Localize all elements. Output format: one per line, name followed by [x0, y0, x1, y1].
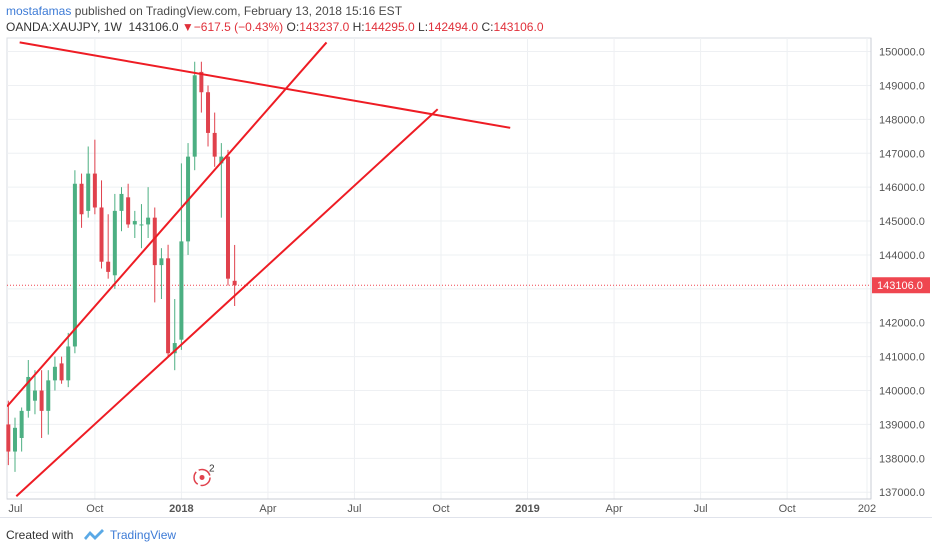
- last-price-tag: [872, 277, 930, 294]
- open-label: O:: [286, 20, 300, 34]
- y-tick-label: 150000.0: [879, 47, 925, 59]
- candle-body[interactable]: [159, 258, 164, 266]
- candle-body[interactable]: [172, 343, 177, 354]
- y-tick-label: 147000.0: [879, 148, 925, 160]
- y-tick-label: 142000.0: [879, 318, 925, 330]
- candle-body[interactable]: [99, 207, 104, 262]
- price-change: −617.5 (−0.43%): [193, 20, 284, 34]
- annotation-count: 2: [209, 463, 215, 474]
- candle-body[interactable]: [219, 156, 224, 164]
- tradingview-logo-icon[interactable]: [82, 526, 106, 542]
- candle-body[interactable]: [12, 427, 17, 452]
- candle-body[interactable]: [39, 390, 44, 411]
- trendline[interactable]: [15, 108, 439, 498]
- high-value: 144295.0: [364, 20, 415, 34]
- candle-body[interactable]: [79, 183, 84, 215]
- high-label: H:: [352, 20, 365, 34]
- author-link[interactable]: mostafamas: [6, 4, 72, 18]
- down-arrow-icon: ▼: [181, 20, 194, 34]
- x-tick-label: Oct: [86, 503, 103, 515]
- last-price: 143106.0: [128, 20, 179, 34]
- y-tick-label: 141000.0: [879, 352, 925, 364]
- y-tick-label: 146000.0: [879, 182, 925, 194]
- y-tick-label: 140000.0: [879, 386, 925, 398]
- candle-body[interactable]: [139, 224, 144, 226]
- candle-body[interactable]: [192, 75, 197, 157]
- x-tick-label: Jul: [8, 503, 22, 515]
- footer: Created with TradingView: [0, 517, 932, 551]
- candle-body[interactable]: [46, 380, 51, 411]
- x-tick-label: Oct: [779, 503, 796, 515]
- candle-body[interactable]: [112, 210, 117, 276]
- candle-body[interactable]: [86, 173, 91, 211]
- candle-body[interactable]: [19, 410, 24, 438]
- candle-body[interactable]: [119, 193, 124, 211]
- candle-body[interactable]: [152, 217, 157, 266]
- candle-body[interactable]: [32, 390, 37, 401]
- ohlc-line: OANDA:XAUJPY, 1W 143106.0 ▼−617.5 (−0.43…: [6, 20, 544, 34]
- tradingview-brand[interactable]: TradingView: [110, 528, 177, 542]
- plot-area[interactable]: [6, 37, 872, 500]
- y-tick-label: 144000.0: [879, 250, 925, 262]
- trendline[interactable]: [7, 41, 328, 408]
- candle-body[interactable]: [106, 261, 111, 272]
- trendline[interactable]: [19, 41, 511, 129]
- created-with-text: Created with: [6, 528, 74, 542]
- x-tick-label: Oct: [432, 503, 449, 515]
- x-tick-label: 2019: [515, 503, 539, 515]
- x-tick-label: Jul: [694, 503, 708, 515]
- candle-body[interactable]: [26, 376, 31, 411]
- price-chart[interactable]: 137000.0 138000.0 139000.0 140000.0 141000.0…: [0, 0, 932, 517]
- candle-body[interactable]: [199, 71, 204, 93]
- y-tick-label: 148000.0: [879, 114, 925, 126]
- candle-body[interactable]: [166, 258, 171, 354]
- y-tick-label: 149000.0: [879, 80, 925, 92]
- candle-body[interactable]: [126, 197, 131, 225]
- last-price-tag-label: 143106.0: [877, 280, 923, 292]
- x-tick-label: 2018: [169, 503, 193, 515]
- x-tick-label: Apr: [259, 503, 276, 515]
- publish-line: mostafamas published on TradingView.com,…: [6, 4, 402, 18]
- chart-header: mostafamas published on TradingView.com,…: [0, 0, 932, 38]
- close-label: C:: [481, 20, 494, 34]
- x-tick-label: Jul: [347, 503, 361, 515]
- candle-body[interactable]: [146, 217, 151, 225]
- candle-body[interactable]: [72, 183, 77, 347]
- published-text: published on TradingView.com, February 1…: [74, 4, 403, 18]
- symbol-interval: OANDA:XAUJPY, 1W: [6, 20, 122, 34]
- candle-body[interactable]: [66, 346, 71, 381]
- candle-body[interactable]: [232, 280, 237, 286]
- x-tick-label: Apr: [606, 503, 623, 515]
- candle-body[interactable]: [52, 366, 57, 381]
- y-tick-label: 137000.0: [879, 487, 925, 499]
- close-value: 143106.0: [493, 20, 544, 34]
- annotation-target-icon[interactable]: [193, 468, 211, 487]
- x-tick-label: 202: [858, 503, 876, 515]
- low-label: L:: [418, 20, 429, 34]
- candle-body[interactable]: [59, 363, 64, 381]
- candle-body[interactable]: [132, 221, 137, 225]
- annotation-dot: [199, 474, 205, 480]
- candle-body[interactable]: [212, 132, 217, 157]
- candle-body[interactable]: [92, 173, 97, 208]
- candle-body[interactable]: [225, 156, 230, 279]
- candle-body[interactable]: [6, 424, 11, 452]
- y-tick-label: 139000.0: [879, 419, 925, 431]
- candle-body[interactable]: [206, 92, 211, 133]
- low-value: 142494.0: [428, 20, 479, 34]
- y-tick-label: 145000.0: [879, 216, 925, 228]
- candle-body[interactable]: [179, 241, 184, 340]
- y-tick-label: 138000.0: [879, 453, 925, 465]
- open-value: 143237.0: [299, 20, 350, 34]
